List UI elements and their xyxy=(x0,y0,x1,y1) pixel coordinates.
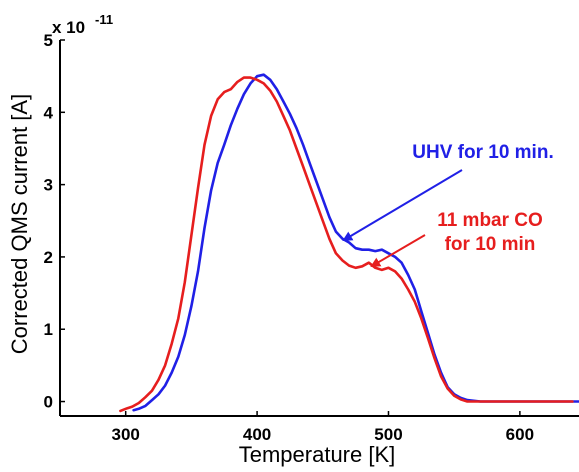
x-tick-label: 400 xyxy=(243,425,271,444)
x-axis-label: Temperature [K] xyxy=(239,442,396,467)
y-ticks: 0 1 2 3 4 5 xyxy=(44,31,65,412)
y-axis-label: Corrected QMS current [A] xyxy=(7,94,32,354)
series-layer xyxy=(119,73,579,413)
annotation-label-0: UHV for 10 min. xyxy=(412,142,553,163)
x-tick-label: 500 xyxy=(374,425,402,444)
y-tick-label: 2 xyxy=(44,248,53,267)
annotation-arrow-1 xyxy=(370,234,426,268)
y-exponent-base: x 10 xyxy=(52,18,85,37)
axes-frame xyxy=(59,40,579,417)
annotation-layer: UHV for 10 min. 11 mbar CO for 10 min xyxy=(342,142,554,268)
x-tick-label: 300 xyxy=(112,425,140,444)
y-tick-label: 5 xyxy=(44,31,53,50)
y-tick-label: 1 xyxy=(44,320,53,339)
annotation-arrow-0 xyxy=(342,169,463,242)
y-tick-label: 3 xyxy=(44,176,53,195)
x-ticks: 300 400 500 600 xyxy=(112,411,534,444)
y-tick-label: 0 xyxy=(44,393,53,412)
annotation-label-1: 11 mbar CO xyxy=(437,210,543,231)
y-tick-label: 4 xyxy=(44,103,54,122)
series-line-1 xyxy=(119,76,574,413)
y-exponent-power: -11 xyxy=(95,12,113,27)
x-tick-label: 600 xyxy=(506,425,534,444)
annotation-label-1: for 10 min xyxy=(445,234,536,255)
